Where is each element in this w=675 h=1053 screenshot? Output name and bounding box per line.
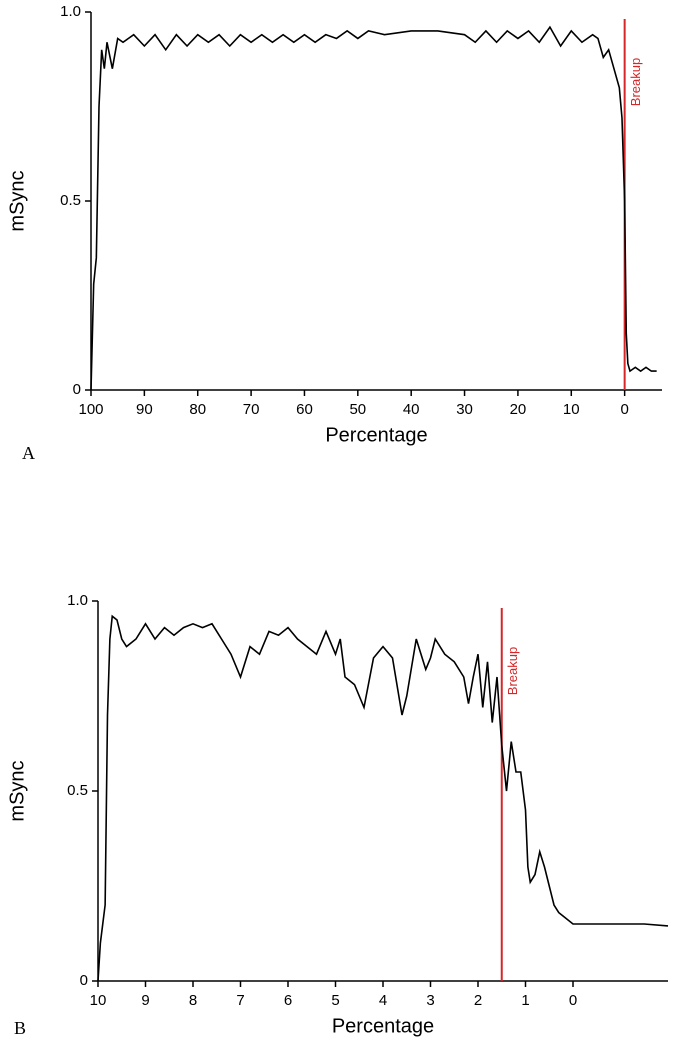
- y-axis-label: mSync: [6, 170, 28, 231]
- x-tick-label: 2: [474, 992, 482, 1009]
- x-tick-label: 3: [426, 992, 434, 1009]
- y-tick-label: 0.5: [67, 782, 88, 799]
- x-tick-label: 50: [349, 401, 366, 418]
- y-tick-label: 1.0: [60, 3, 81, 20]
- y-tick-label: 1.0: [67, 592, 88, 609]
- x-tick-label: 9: [141, 992, 149, 1009]
- breakup-label: Breakup: [505, 647, 520, 695]
- data-line: [97, 614, 669, 982]
- x-tick-label: 8: [189, 992, 197, 1009]
- x-tick-label: 0: [569, 992, 577, 1009]
- x-tick-label: 60: [296, 401, 313, 418]
- x-tick-label: 80: [189, 401, 206, 418]
- x-tick-label: 40: [403, 401, 420, 418]
- x-tick-label: 20: [510, 401, 527, 418]
- x-tick-label: 1: [521, 992, 529, 1009]
- x-tick-label: 7: [236, 992, 244, 1009]
- x-tick-label: 30: [456, 401, 473, 418]
- y-tick-label: 0: [80, 972, 88, 989]
- x-tick-label: 5: [331, 992, 339, 1009]
- panel-label: B: [14, 1018, 26, 1038]
- x-axis-label: Percentage: [332, 1015, 434, 1037]
- data-line: [90, 25, 657, 391]
- y-tick-label: 0.5: [60, 192, 81, 209]
- x-tick-label: 0: [620, 401, 628, 418]
- x-tick-label: 70: [243, 401, 260, 418]
- x-tick-label: 10: [90, 992, 107, 1009]
- y-axis-label: mSync: [6, 760, 28, 821]
- x-tick-label: 4: [379, 992, 387, 1009]
- x-tick-label: 90: [136, 401, 153, 418]
- x-axis-label: Percentage: [325, 424, 427, 446]
- x-tick-label: 10: [563, 401, 580, 418]
- breakup-label: Breakup: [628, 58, 643, 106]
- panel-label: A: [22, 443, 35, 463]
- y-tick-label: 0: [73, 381, 81, 398]
- x-tick-label: 100: [78, 401, 103, 418]
- x-tick-label: 6: [284, 992, 292, 1009]
